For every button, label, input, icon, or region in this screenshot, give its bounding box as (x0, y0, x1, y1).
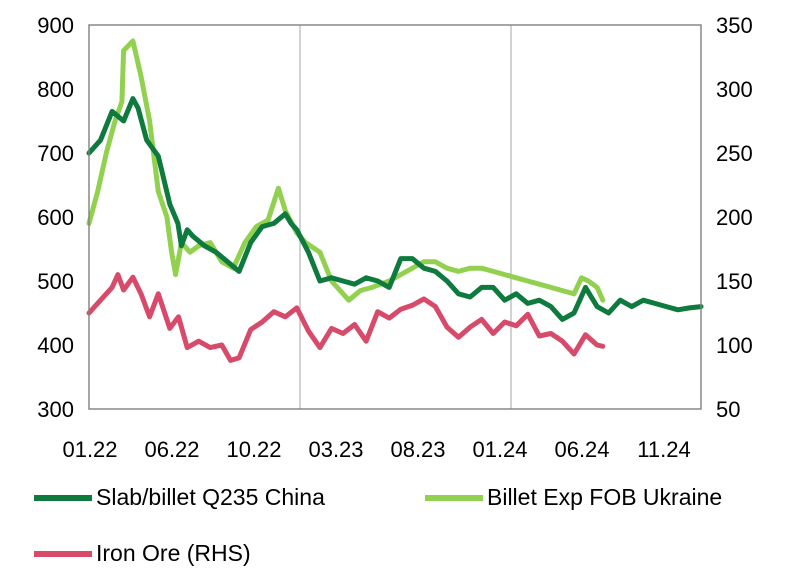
y-left-tick-label: 500 (37, 269, 74, 294)
y-axis-right-ticks: 50 100 150 200 250 300 350 (716, 13, 753, 422)
y-right-tick-label: 200 (716, 205, 753, 230)
y-right-tick-label: 250 (716, 141, 753, 166)
y-axis-left-ticks: 300 400 500 600 700 800 900 (37, 13, 74, 422)
y-left-tick-label: 800 (37, 77, 74, 102)
x-tick-label: 01.24 (472, 437, 527, 462)
y-right-tick-label: 100 (716, 333, 753, 358)
x-tick-label: 10.22 (226, 437, 281, 462)
y-right-tick-label: 350 (716, 13, 753, 38)
x-tick-label: 06.22 (144, 437, 199, 462)
y-left-tick-label: 900 (37, 13, 74, 38)
y-left-tick-label: 600 (37, 205, 74, 230)
y-left-tick-label: 700 (37, 141, 74, 166)
gridlines (299, 25, 512, 409)
y-left-tick-label: 400 (37, 333, 74, 358)
x-tick-label: 01.22 (62, 437, 117, 462)
x-axis-ticks: 01.22 06.22 10.22 03.23 08.23 01.24 06.24 11.24 (62, 437, 690, 462)
plot-lines (86, 38, 704, 363)
x-tick-label: 08.23 (390, 437, 445, 462)
plot-area-frame (88, 24, 702, 410)
x-tick-label: 11.24 (637, 437, 690, 462)
x-tick-label: 03.23 (308, 437, 363, 462)
y-left-tick-label: 300 (37, 397, 74, 422)
x-tick-label: 06.24 (554, 437, 609, 462)
series-line-3 (86, 272, 606, 363)
y-right-tick-label: 300 (716, 77, 753, 102)
series-line-2 (86, 38, 606, 303)
series-line-1 (86, 96, 704, 322)
y-right-tick-label: 150 (716, 269, 753, 294)
y-right-tick-label: 50 (716, 397, 740, 422)
